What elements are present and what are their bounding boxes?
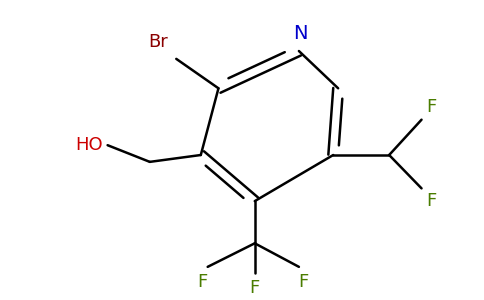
Text: F: F <box>426 98 437 116</box>
Text: F: F <box>299 273 309 291</box>
Text: HO: HO <box>75 136 103 154</box>
Text: F: F <box>426 192 437 210</box>
Text: F: F <box>197 273 208 291</box>
Text: Br: Br <box>149 33 168 51</box>
Text: F: F <box>250 279 260 297</box>
Text: N: N <box>294 24 308 43</box>
